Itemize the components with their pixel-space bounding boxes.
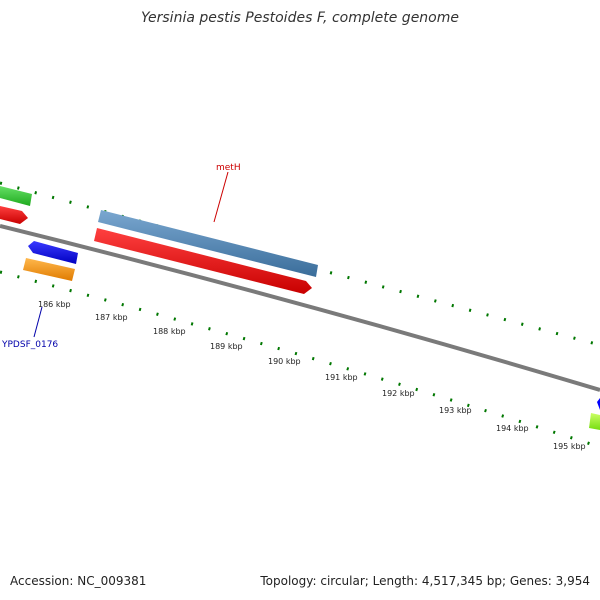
topology-text: Topology: circular; Length: 4,517,345 bp… (260, 574, 590, 588)
red-feature-left (0, 206, 28, 224)
tick-label: 191 kbp (325, 373, 358, 382)
map-title: Yersinia pestis Pestoides F, complete ge… (141, 10, 459, 26)
tick-label: 192 kbp (382, 389, 415, 398)
genome-backbone (0, 224, 600, 392)
navy-feature-right (597, 398, 600, 410)
tick-label: 188 kbp (153, 327, 186, 336)
blue-feature-ypdsf (28, 241, 78, 264)
tick-label: 194 kbp (496, 424, 529, 433)
lime-feature-right (589, 413, 600, 430)
orange-feature (23, 258, 75, 281)
gene-label-ypdsf-0176: YPDSF_0176 (1, 340, 58, 350)
gene-label-meth: metH (216, 163, 241, 173)
tick-label: 186 kbp (38, 300, 71, 309)
accession-text: Accession: NC_009381 (10, 574, 147, 588)
green-feature (0, 186, 32, 206)
tick-label: 189 kbp (210, 342, 243, 351)
tick-label: 190 kbp (268, 357, 301, 366)
meth-label-line (213, 171, 229, 223)
tick-label: 187 kbp (95, 313, 128, 322)
steelblue-feature-meth (98, 210, 318, 277)
red-feature-meth (94, 228, 312, 294)
ypdsf-label-line (33, 306, 43, 338)
tick-label: 195 kbp (553, 442, 586, 451)
tick-label: 193 kbp (439, 406, 472, 415)
